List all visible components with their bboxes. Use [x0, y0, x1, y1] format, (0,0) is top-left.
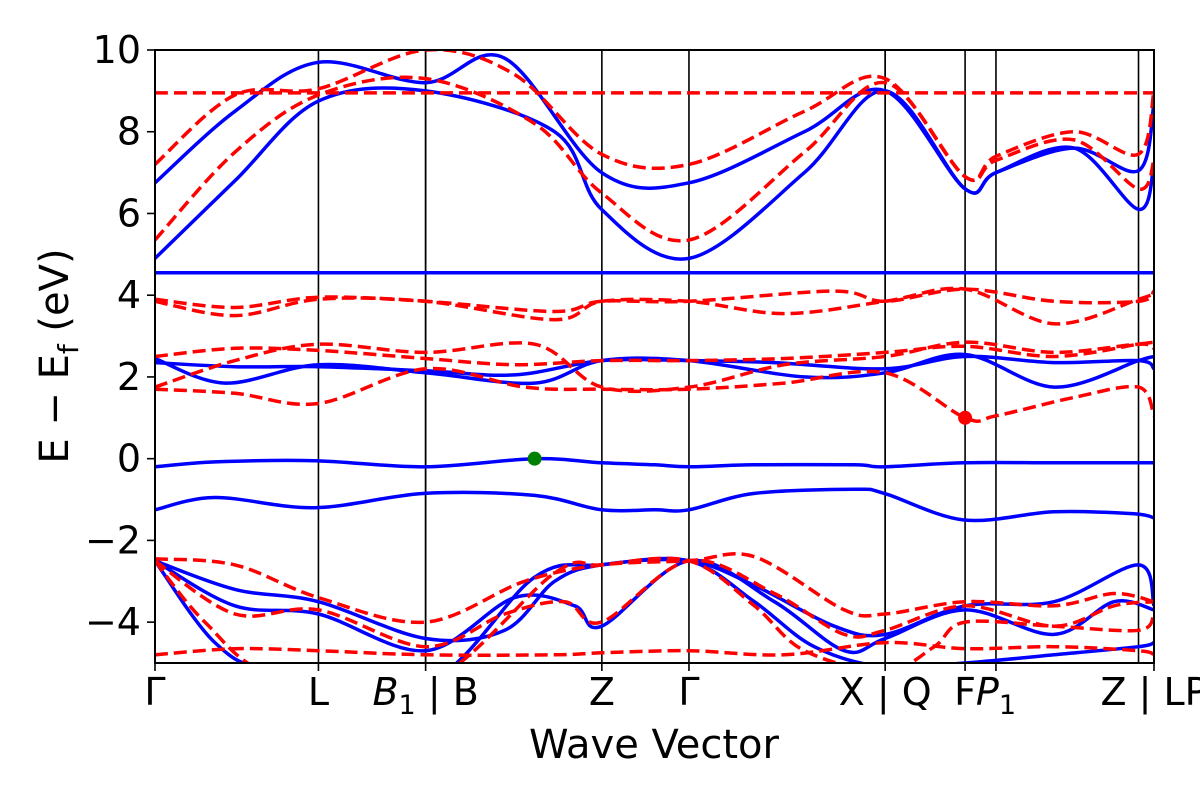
y-tick-label: 0	[117, 437, 141, 481]
x-tick-label-main: Γ	[678, 670, 699, 714]
cbm-marker	[958, 410, 973, 425]
x-tick-label-main: P	[976, 670, 999, 714]
series-layer	[155, 50, 1154, 663]
x-tick-label-main: Γ	[144, 670, 165, 714]
y-axis-ticks: 10 8 6 4 2 0 −2 −4	[85, 28, 155, 644]
y-axis-label: E − Ef (eV)	[32, 248, 85, 463]
x-tick-label: L	[308, 670, 329, 714]
y-tick-label: 6	[117, 191, 141, 235]
x-tick-label-main: F	[954, 670, 976, 714]
x-tick-label-main: B	[372, 670, 398, 714]
y-tick-label: 8	[117, 110, 141, 154]
x-tick-label-sub: 1	[399, 690, 416, 721]
y-tick-label: 10	[93, 28, 141, 72]
series-blue-conduction-2	[155, 53, 1154, 195]
series-red-mid-1	[155, 366, 1154, 423]
x-tick-label-main: L	[308, 670, 329, 714]
x-tick-label-sub: 1	[999, 690, 1016, 721]
x-tick-label-suffix: | B	[416, 670, 479, 715]
x-tick-label: Γ	[678, 670, 699, 714]
series-red-deep-1	[155, 552, 1154, 625]
y-tick-label: −2	[85, 518, 141, 562]
y-axis-label-sub: f	[52, 343, 85, 354]
vbm-marker	[527, 451, 542, 466]
x-tick-label: F	[954, 670, 976, 714]
series-red-upper-valence-2	[155, 287, 1154, 314]
y-tick-label: 4	[117, 273, 141, 317]
series-blue-vbm-band	[155, 456, 1154, 469]
marker-layer	[527, 410, 973, 466]
x-axis-label: Wave Vector	[529, 722, 780, 768]
x-tick-label-main: Z | LP	[1100, 670, 1200, 715]
y-axis-label-unit: (eV)	[32, 248, 78, 344]
series-red-deep-2	[155, 558, 1154, 649]
y-axis-label-main: E − E	[32, 354, 78, 464]
x-tick-label: X | Q	[839, 670, 932, 715]
x-tick-label: B1 | B	[372, 670, 478, 721]
series-red-deep-4	[155, 556, 1154, 663]
x-tick-label-main: Z	[589, 670, 615, 714]
x-tick-label: Γ	[144, 670, 165, 714]
series-blue-conduction-1	[155, 86, 1154, 261]
series-red-mid-2	[155, 340, 1154, 394]
x-tick-label-main: X | Q	[839, 670, 932, 715]
series-red-mid-3	[155, 340, 1154, 367]
plot-frame	[154, 49, 1155, 664]
x-tick-label: Z	[589, 670, 615, 714]
series-red-conduction-2	[155, 50, 1154, 182]
y-tick-label: 2	[117, 355, 141, 399]
y-tick-label: −4	[85, 600, 141, 644]
series-blue-valence-2	[155, 487, 1154, 523]
series-red-deep-3	[155, 640, 1154, 657]
x-tick-label: Z | LP	[1100, 670, 1200, 715]
x-tick-label: P1	[976, 670, 1016, 721]
series-red-conduction-1	[155, 75, 1154, 243]
